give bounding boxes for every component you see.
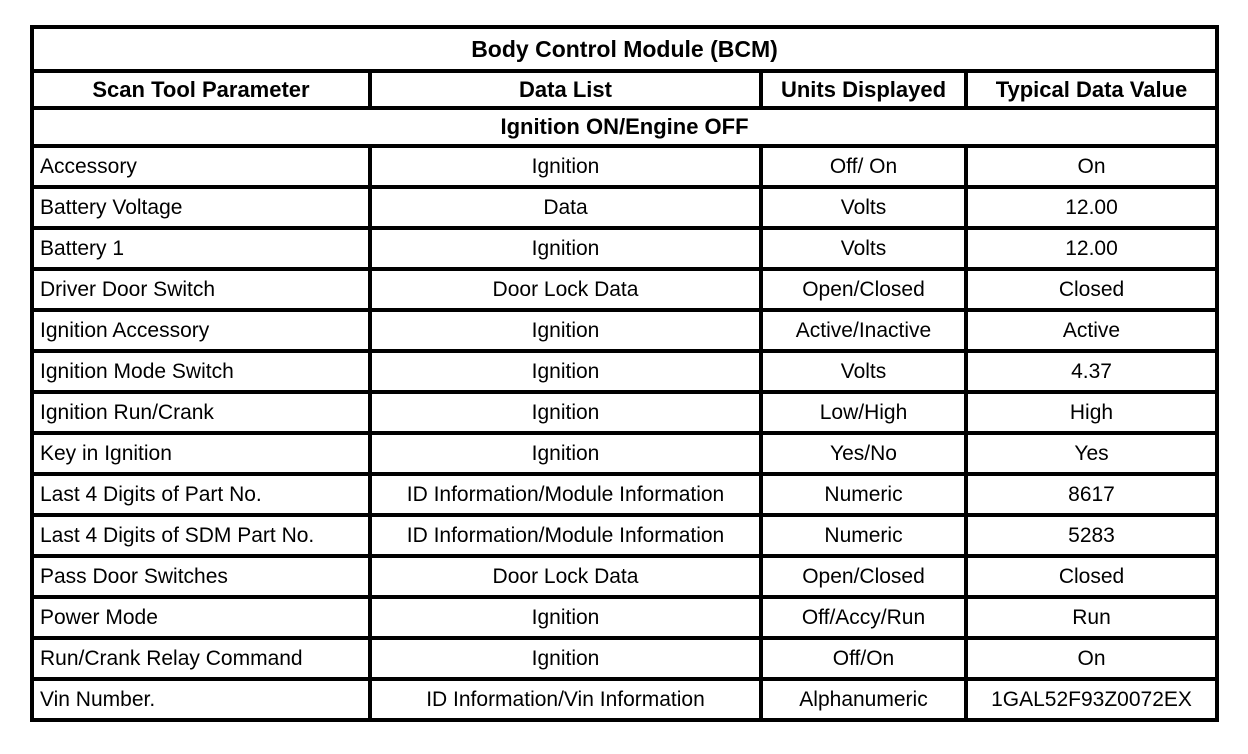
table-title: Body Control Module (BCM) <box>30 25 1219 73</box>
table-row: Accessory Ignition Off/ On On <box>30 144 1219 189</box>
value-cell: Run <box>964 595 1219 640</box>
units-cell: Open/Closed <box>759 267 968 312</box>
param-cell: Pass Door Switches <box>30 554 372 599</box>
table-row: Ignition Run/Crank Ignition Low/High High <box>30 390 1219 435</box>
param-cell: Ignition Accessory <box>30 308 372 353</box>
table-row: Driver Door Switch Door Lock Data Open/Clo… <box>30 267 1219 312</box>
units-cell: Volts <box>759 349 968 394</box>
value-cell: 12.00 <box>964 226 1219 271</box>
value-cell: 5283 <box>964 513 1219 558</box>
units-cell: Numeric <box>759 513 968 558</box>
param-cell: Battery Voltage <box>30 185 372 230</box>
table-row: Battery 1 Ignition Volts 12.00 <box>30 226 1219 271</box>
value-cell: High <box>964 390 1219 435</box>
table-body: Accessory Ignition Off/ On On Battery Voltag… <box>30 144 1219 722</box>
section-row: Ignition ON/Engine OFF <box>30 106 1219 148</box>
section-header: Ignition ON/Engine OFF <box>30 106 1219 148</box>
param-cell: Ignition Run/Crank <box>30 390 372 435</box>
table-row: Last 4 Digits of Part No. ID Information/… <box>30 472 1219 517</box>
value-cell: On <box>964 144 1219 189</box>
data-list-cell: Ignition <box>368 308 763 353</box>
data-list-cell: Door Lock Data <box>368 554 763 599</box>
table-row: Run/Crank Relay Command Ignition Off/On On <box>30 636 1219 681</box>
param-cell: Vin Number. <box>30 677 372 722</box>
param-cell: Accessory <box>30 144 372 189</box>
column-header-row: Scan Tool Parameter Data List Units Disp… <box>30 69 1219 110</box>
value-cell: Active <box>964 308 1219 353</box>
param-cell: Key in Ignition <box>30 431 372 476</box>
bcm-table: Body Control Module (BCM) Scan Tool Para… <box>30 25 1219 722</box>
param-cell: Last 4 Digits of SDM Part No. <box>30 513 372 558</box>
units-cell: Off/ On <box>759 144 968 189</box>
value-cell: 4.37 <box>964 349 1219 394</box>
data-list-cell: Ignition <box>368 349 763 394</box>
value-cell: 1GAL52F93Z0072EX <box>964 677 1219 722</box>
data-list-cell: ID Information/Module Information <box>368 472 763 517</box>
units-cell: Low/High <box>759 390 968 435</box>
table-row: Ignition Accessory Ignition Active/Inactiv… <box>30 308 1219 353</box>
units-cell: Yes/No <box>759 431 968 476</box>
param-cell: Battery 1 <box>30 226 372 271</box>
units-cell: Numeric <box>759 472 968 517</box>
data-list-cell: Ignition <box>368 144 763 189</box>
table-row: Vin Number. ID Information/Vin Informatio… <box>30 677 1219 722</box>
value-cell: On <box>964 636 1219 681</box>
data-list-cell: ID Information/Module Information <box>368 513 763 558</box>
value-cell: 12.00 <box>964 185 1219 230</box>
data-list-cell: Ignition <box>368 226 763 271</box>
table-row: Pass Door Switches Door Lock Data Open/Clo… <box>30 554 1219 599</box>
units-cell: Open/Closed <box>759 554 968 599</box>
table-row: Battery Voltage Data Volts 12.00 <box>30 185 1219 230</box>
column-header-typical-data-value: Typical Data Value <box>964 69 1219 110</box>
column-header-data-list: Data List <box>368 69 763 110</box>
table-row: Last 4 Digits of SDM Part No. ID Informat… <box>30 513 1219 558</box>
param-cell: Run/Crank Relay Command <box>30 636 372 681</box>
column-header-units-displayed: Units Displayed <box>759 69 968 110</box>
param-cell: Ignition Mode Switch <box>30 349 372 394</box>
value-cell: Yes <box>964 431 1219 476</box>
value-cell: Closed <box>964 267 1219 312</box>
param-cell: Power Mode <box>30 595 372 640</box>
param-cell: Driver Door Switch <box>30 267 372 312</box>
data-list-cell: Ignition <box>368 431 763 476</box>
units-cell: Volts <box>759 185 968 230</box>
data-list-cell: Data <box>368 185 763 230</box>
data-list-cell: Door Lock Data <box>368 267 763 312</box>
title-row: Body Control Module (BCM) <box>30 25 1219 73</box>
units-cell: Off/On <box>759 636 968 681</box>
data-list-cell: ID Information/Vin Information <box>368 677 763 722</box>
units-cell: Active/Inactive <box>759 308 968 353</box>
data-list-cell: Ignition <box>368 595 763 640</box>
units-cell: Volts <box>759 226 968 271</box>
value-cell: Closed <box>964 554 1219 599</box>
table-row: Power Mode Ignition Off/Accy/Run Run <box>30 595 1219 640</box>
column-header-scan-tool-parameter: Scan Tool Parameter <box>30 69 372 110</box>
units-cell: Off/Accy/Run <box>759 595 968 640</box>
param-cell: Last 4 Digits of Part No. <box>30 472 372 517</box>
table-row: Key in Ignition Ignition Yes/No Yes <box>30 431 1219 476</box>
data-list-cell: Ignition <box>368 390 763 435</box>
data-list-cell: Ignition <box>368 636 763 681</box>
table-row: Ignition Mode Switch Ignition Volts 4.37 <box>30 349 1219 394</box>
value-cell: 8617 <box>964 472 1219 517</box>
units-cell: Alphanumeric <box>759 677 968 722</box>
